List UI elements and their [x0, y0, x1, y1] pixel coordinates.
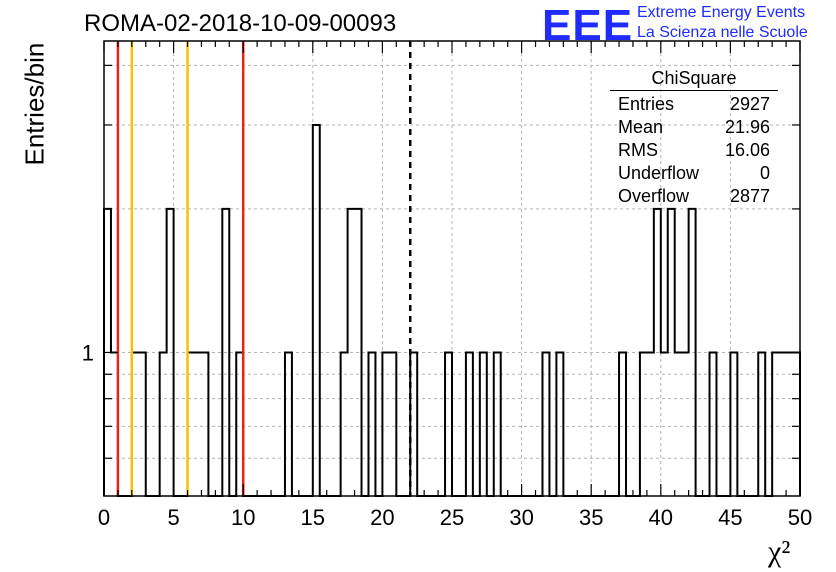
stats-label: Mean	[618, 117, 664, 137]
x-tick-label: 5	[167, 505, 179, 530]
x-tick-label: 45	[718, 505, 742, 530]
x-tick-label: 50	[788, 505, 812, 530]
stats-value: 21.96	[724, 117, 770, 137]
y-axis-label: Entries/bin	[19, 42, 50, 166]
stats-label: Entries	[618, 94, 675, 114]
stats-label: Underflow	[618, 163, 700, 183]
logo-line-2: La Scienza nelle Scuole	[637, 24, 808, 41]
stats-value: 2927	[729, 94, 770, 114]
stats-label: RMS	[618, 140, 658, 160]
stats-value: 2877	[729, 186, 770, 206]
stats-row-underflow: Underflow 0	[610, 162, 778, 185]
eee-logo: EEE	[542, 1, 634, 50]
stats-box-title: ChiSquare	[610, 68, 778, 91]
logo-line-1: Extreme Energy Events	[637, 4, 806, 21]
chart-title: ROMA-02-2018-10-09-00093	[84, 10, 397, 37]
stats-value: 16.06	[724, 140, 770, 160]
stats-row-overflow: Overflow 2877	[610, 185, 778, 208]
stats-label: Overflow	[618, 186, 690, 206]
x-tick-label: 40	[649, 505, 673, 530]
x-tick-label: 25	[440, 505, 464, 530]
stats-row-entries: Entries 2927	[610, 93, 778, 116]
x-tick-label: 0	[98, 505, 110, 530]
x-tick-label: 35	[579, 505, 603, 530]
stats-value: 0	[759, 163, 770, 183]
y-tick-label: 1	[82, 340, 94, 365]
x-tick-label: 10	[231, 505, 255, 530]
stats-row-rms: RMS 16.06	[610, 139, 778, 162]
stats-box: ChiSquare Entries 2927 Mean 21.96 RMS 16…	[610, 68, 778, 208]
histogram-bin	[313, 125, 320, 496]
stats-row-mean: Mean 21.96	[610, 116, 778, 139]
x-tick-label: 30	[509, 505, 533, 530]
x-tick-label: 15	[301, 505, 325, 530]
x-tick-label: 20	[370, 505, 394, 530]
x-axis-label: χ²	[768, 535, 791, 568]
